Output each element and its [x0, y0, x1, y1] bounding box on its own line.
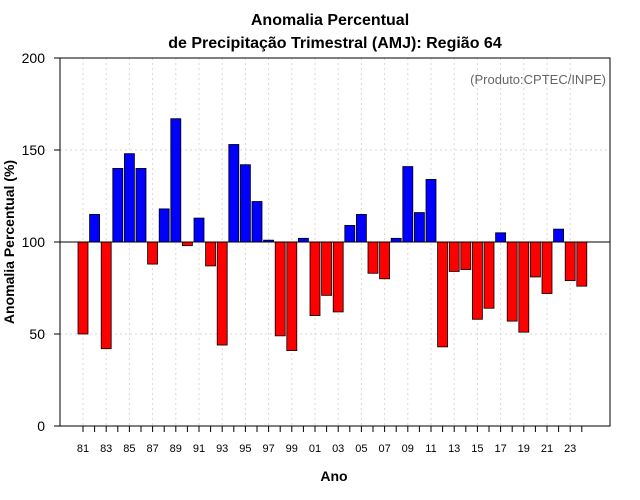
bar-87	[147, 241, 159, 265]
x-tick-label: 85	[123, 443, 135, 455]
bar-89	[170, 118, 182, 243]
bar-20	[530, 241, 541, 278]
bar-91	[193, 217, 205, 243]
x-tick-label: 99	[286, 443, 298, 455]
y-tick-label: 50	[29, 326, 45, 342]
y-axis-title: Anomalia Percentual (%)	[1, 160, 17, 324]
x-tick-label: 01	[309, 443, 321, 455]
bars	[77, 118, 588, 351]
x-tick-label: 11	[425, 443, 436, 455]
bar-13	[448, 241, 460, 272]
bar-08	[390, 237, 402, 243]
bar-19	[518, 241, 530, 333]
bar-15	[471, 241, 483, 320]
x-tick-label: 17	[494, 443, 506, 455]
bar-06	[367, 241, 379, 274]
bar-12	[437, 241, 449, 348]
bar-92	[205, 241, 217, 267]
bar-99	[286, 241, 298, 351]
x-tick-label: 05	[355, 443, 367, 455]
bar-11	[425, 179, 437, 243]
y-tick-label: 0	[37, 418, 45, 434]
x-axis: 81 83 85 87 89 91 93 95 97 99 01 03 05 07 09 11 13 15 17 19…	[77, 426, 583, 455]
bar-81	[77, 241, 89, 335]
bar-17	[495, 232, 507, 243]
bar-82	[89, 213, 100, 243]
bar-83	[100, 241, 112, 350]
bar-88	[158, 208, 170, 243]
x-tick-label: 07	[378, 443, 390, 455]
bar-07	[379, 241, 391, 280]
x-tick-label: 09	[402, 443, 414, 455]
bar-93	[216, 241, 228, 346]
x-tick-label: 93	[216, 443, 228, 455]
bar-09	[402, 166, 414, 243]
bar-18	[506, 241, 518, 322]
bar-04	[344, 225, 356, 243]
bar-95	[239, 164, 251, 243]
bar-96	[251, 201, 263, 243]
x-tick-label: 19	[518, 443, 530, 455]
x-tick-label: 87	[146, 443, 158, 455]
y-tick-label: 100	[22, 234, 46, 250]
chart-title: Anomalia Percentual	[251, 12, 409, 29]
x-tick-label: 83	[100, 443, 112, 455]
chart-subtitle: de Precipitação Trimestral (AMJ): Região…	[168, 35, 502, 52]
x-tick-label: 21	[541, 443, 553, 455]
bar-86	[135, 167, 147, 243]
y-axis: 0 50 100 150 200	[22, 50, 60, 434]
y-tick-label: 200	[22, 50, 46, 66]
x-tick-label: 91	[193, 443, 205, 455]
bar-23	[564, 241, 576, 282]
x-tick-label: 13	[448, 443, 460, 455]
x-tick-label: 95	[239, 443, 251, 455]
bar-03	[332, 241, 344, 313]
y-tick-label: 150	[22, 142, 46, 158]
x-tick-label: 15	[471, 443, 483, 455]
x-tick-label: 03	[332, 443, 344, 455]
x-tick-label: 81	[77, 443, 89, 455]
bar-90	[181, 241, 193, 247]
bar-22	[553, 228, 564, 243]
x-tick-label: 23	[564, 443, 576, 455]
bar-24	[576, 241, 588, 287]
x-tick-label: 89	[170, 443, 182, 455]
bar-16	[483, 241, 495, 309]
x-axis-title: Ano	[320, 468, 347, 484]
bar-98	[274, 241, 286, 337]
bar-01	[309, 241, 321, 316]
bar-21	[541, 241, 553, 294]
bar-05	[355, 213, 367, 243]
bar-02	[321, 241, 333, 296]
bar-85	[124, 153, 135, 243]
bar-10	[413, 212, 425, 243]
bar-94	[228, 144, 240, 243]
bar-14	[460, 241, 472, 271]
x-tick-label: 97	[262, 443, 274, 455]
bar-84	[112, 167, 124, 243]
source-label: (Produto:CPTEC/INPE)	[470, 72, 606, 87]
grid	[60, 58, 610, 426]
bar-00	[297, 237, 309, 243]
